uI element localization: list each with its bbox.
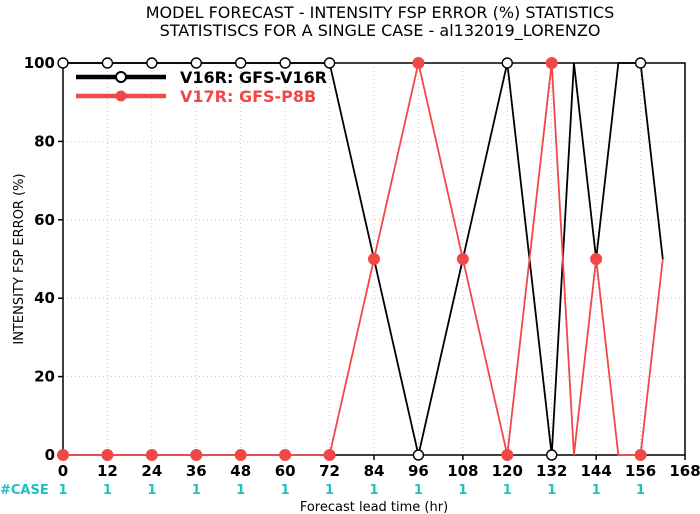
series-point (235, 57, 247, 69)
case-count: 1 (414, 483, 423, 498)
case-count: 1 (103, 483, 112, 498)
legend-label: V17R: GFS-P8B (180, 87, 316, 106)
series-point (634, 449, 647, 461)
case-count: 1 (458, 483, 467, 498)
legend-label: V16R: GFS-V16R (180, 68, 327, 87)
x-tick-label: 24 (141, 462, 162, 480)
series-1 (57, 57, 664, 461)
series-point (634, 57, 647, 69)
series-point (146, 57, 158, 69)
y-tick-label: 100 (24, 54, 55, 72)
series-point (412, 449, 425, 461)
y-tick-label: 80 (34, 132, 55, 150)
series-point (101, 449, 114, 461)
series-point (145, 449, 158, 461)
case-count: 1 (281, 483, 290, 498)
series-point (57, 449, 69, 461)
case-count: 1 (547, 483, 556, 498)
case-count: 1 (592, 483, 601, 498)
series-point (234, 449, 247, 461)
series-point (101, 57, 114, 69)
y-tick-label: 20 (34, 368, 55, 386)
series-point (190, 57, 202, 69)
x-tick-label: 84 (364, 462, 385, 480)
series-point (545, 57, 558, 69)
y-tick-label: 0 (45, 446, 55, 464)
series-point (279, 57, 291, 69)
case-count: 1 (58, 483, 67, 498)
chart-title-line-1: MODEL FORECAST - INTENSITY FSP ERROR (%)… (146, 3, 614, 22)
case-label: #CASE (0, 483, 49, 498)
case-count: 1 (147, 483, 156, 498)
x-tick-label: 36 (186, 462, 207, 480)
series-point (456, 253, 469, 265)
x-tick-label: 156 (625, 462, 656, 480)
case-count: 1 (325, 483, 334, 498)
case-count: 1 (636, 483, 645, 498)
chart-title-line-2: STATISTISCS FOR A SINGLE CASE - al132019… (160, 21, 601, 41)
x-tick-label: 120 (492, 462, 523, 480)
x-tick-label: 144 (580, 462, 611, 480)
legend-swatch-marker (115, 71, 127, 83)
x-tick-labels: 0 12 24 36 48 60 72 84 96 108 120 132 144 156 168 (58, 455, 700, 480)
series-point (190, 449, 203, 461)
case-counts: 1 1 1 1 1 1 1 1 1 1 1 1 1 1 (58, 483, 645, 498)
y-axis-label: INTENSITY FSP ERROR (%) (12, 173, 27, 344)
case-count: 1 (369, 483, 378, 498)
series-point (323, 57, 336, 69)
x-tick-label: 0 (58, 462, 68, 480)
x-axis-label: Forecast lead time (hr) (300, 500, 448, 514)
x-tick-label: 12 (97, 462, 118, 480)
series-2 (57, 57, 664, 461)
case-count: 1 (192, 483, 201, 498)
legend-swatch-marker (115, 90, 127, 102)
series-line (63, 62, 664, 456)
series-point (57, 57, 69, 69)
series-point (590, 253, 603, 265)
x-tick-label: 132 (536, 462, 567, 480)
x-tick-label: 60 (275, 462, 296, 480)
case-count: 1 (236, 483, 245, 498)
series-point (546, 449, 558, 461)
x-tick-label: 72 (319, 462, 340, 480)
x-tick-label: 168 (669, 462, 700, 480)
y-tick-labels: 0 20 40 60 80 100 (24, 54, 63, 464)
case-count: 1 (503, 483, 512, 498)
series-point (323, 449, 336, 461)
y-tick-label: 40 (34, 289, 55, 307)
series-group (57, 57, 664, 461)
series-point (501, 57, 513, 69)
series-point (501, 449, 514, 461)
series-line (63, 62, 664, 456)
y-tick-label: 60 (34, 211, 55, 229)
x-tick-label: 48 (230, 462, 251, 480)
series-point (279, 449, 292, 461)
series-point (412, 57, 425, 69)
series-point (368, 253, 380, 265)
x-tick-label: 108 (447, 462, 478, 480)
x-tick-label: 96 (408, 462, 429, 480)
